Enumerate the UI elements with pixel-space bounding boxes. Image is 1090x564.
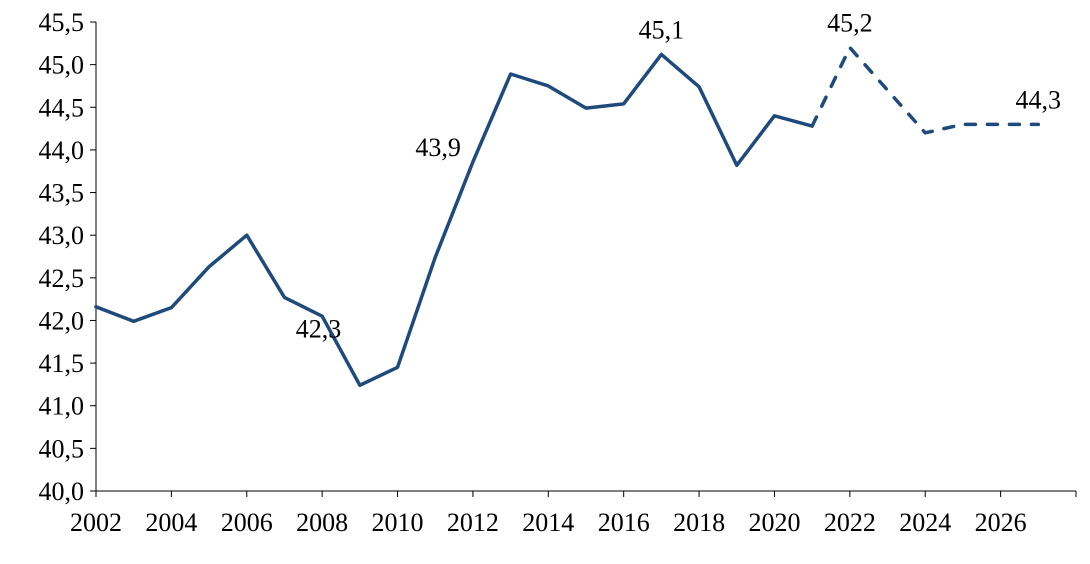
y-tick-label: 43,5 <box>39 179 85 208</box>
y-tick-label: 45,0 <box>39 51 85 80</box>
y-tick-label: 44,5 <box>39 93 85 122</box>
historical-line <box>94 52 814 388</box>
y-tick-label: 42,5 <box>39 264 85 293</box>
y-tick-label: 40,5 <box>39 434 85 463</box>
x-tick-label: 2006 <box>221 508 273 537</box>
x-tick-label: 2004 <box>145 508 197 537</box>
x-tick-label: 2020 <box>748 508 800 537</box>
forecast-line <box>810 45 1041 135</box>
y-tick-label: 41,0 <box>39 392 85 421</box>
y-tick-label: 42,0 <box>39 306 85 335</box>
x-tick-label: 2002 <box>70 508 122 537</box>
annotations: 42,3 43,9 45,1 45,2 44,3 <box>296 9 1061 344</box>
data-label: 42,3 <box>296 314 342 343</box>
x-tick-label: 2018 <box>673 508 725 537</box>
x-tick-label: 2022 <box>824 508 876 537</box>
data-label: 43,9 <box>415 133 461 162</box>
x-tick-label: 2014 <box>522 508 574 537</box>
y-tick-label: 41,5 <box>39 349 85 378</box>
y-tick-label: 44,0 <box>39 136 85 165</box>
data-label: 45,1 <box>639 15 685 44</box>
x-tick-label: 2008 <box>296 508 348 537</box>
y-tick-label: 40,0 <box>39 477 85 506</box>
x-tick-label: 2012 <box>447 508 499 537</box>
data-label: 45,2 <box>827 9 873 38</box>
y-tick-label: 45,5 <box>39 8 85 37</box>
x-tick-label: 2026 <box>975 508 1027 537</box>
x-tick-label: 2010 <box>372 508 424 537</box>
x-tick-label: 2016 <box>598 508 650 537</box>
x-tick-label: 2024 <box>899 508 951 537</box>
axes: 40,0 40,5 41,0 41,5 42,0 42,5 43,0 43,5 44,0 44,5… <box>39 8 1077 537</box>
data-label: 44,3 <box>1016 85 1062 114</box>
series-lines <box>94 45 1041 388</box>
y-tick-label: 43,0 <box>39 221 85 250</box>
